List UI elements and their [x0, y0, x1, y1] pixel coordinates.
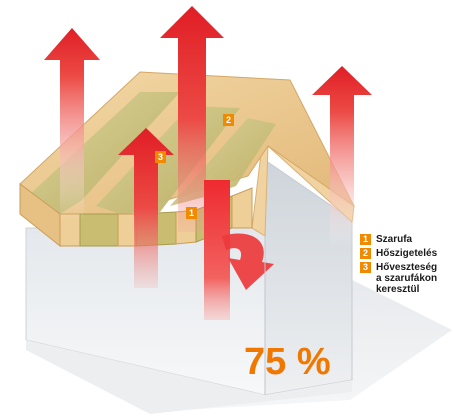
floor-front — [26, 340, 352, 414]
rafter-section-2 — [117, 213, 137, 247]
legend-item-heat-loss: 3 Hőveszteség a szarufákon keresztül — [360, 262, 452, 295]
legend-badge: 1 — [360, 234, 371, 245]
legend-label: Szarufa — [376, 234, 413, 245]
marker-rafter: 1 — [186, 207, 197, 219]
rafter-section-4 — [231, 187, 253, 229]
legend-badge: 3 — [360, 262, 371, 273]
legend-label: Hőveszteség a szarufákon keresztül — [376, 262, 438, 295]
arrow-up-icon — [118, 128, 174, 288]
curved-arrow-icon — [204, 180, 274, 320]
marker-insulation: 2 — [223, 114, 234, 126]
marker-heat-loss: 3 — [155, 151, 166, 163]
arrow-up-icon — [44, 28, 100, 220]
legend-item-rafter: 1 Szarufa — [360, 234, 452, 245]
legend-item-insulation: 2 Hőszigetelés — [360, 248, 452, 259]
arrow-up-icon — [160, 6, 224, 232]
insulation-section-1 — [79, 213, 119, 247]
legend: 1 Szarufa 2 Hőszigetelés 3 Hőveszteség a… — [360, 234, 452, 298]
arrow-up-icon — [312, 66, 372, 248]
legend-label: Hőszigetelés — [376, 248, 438, 259]
heat-loss-percentage: 75 % — [244, 341, 331, 383]
legend-badge: 2 — [360, 248, 371, 259]
